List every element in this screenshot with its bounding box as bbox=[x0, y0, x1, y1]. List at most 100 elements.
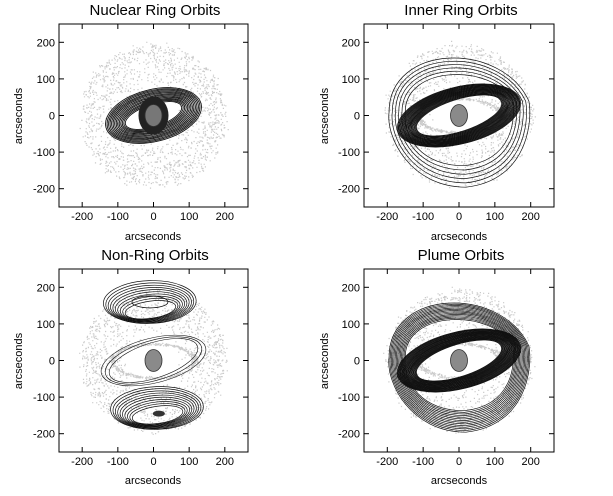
y-tick-label: 100 bbox=[342, 74, 360, 86]
orbit-path bbox=[109, 90, 198, 141]
orbit-path bbox=[398, 329, 520, 392]
x-tick-label: 100 bbox=[180, 456, 198, 468]
y-tick-label: 100 bbox=[37, 319, 55, 331]
orbit-path bbox=[412, 337, 506, 384]
nucleus-marker bbox=[450, 104, 468, 127]
orbit-path bbox=[409, 90, 509, 141]
panel-plume: Plume Orbits -200 -100 0 100 200 200 100 0 -100 -… bbox=[319, 247, 555, 487]
orbit-path bbox=[103, 280, 197, 324]
orbit-path bbox=[412, 337, 506, 384]
x-tick-label: 0 bbox=[150, 211, 156, 223]
x-tick-label: 200 bbox=[522, 456, 540, 468]
y-tick-label: 0 bbox=[354, 356, 360, 368]
orbit-path bbox=[411, 92, 507, 139]
orbit-path bbox=[401, 71, 518, 171]
orbit-path bbox=[114, 291, 185, 322]
orbit-path bbox=[406, 334, 512, 387]
y-tick-label: 0 bbox=[354, 111, 360, 123]
x-tick-label: 0 bbox=[456, 456, 462, 468]
orbit-path bbox=[112, 92, 195, 139]
y-axis-label: arcseconds bbox=[319, 332, 331, 389]
orbit-path bbox=[398, 312, 521, 420]
y-tick-label: 200 bbox=[37, 37, 55, 49]
x-tick-label: -200 bbox=[376, 456, 398, 468]
orbit-path bbox=[395, 310, 523, 423]
y-tick-label: 200 bbox=[342, 37, 360, 49]
orbit-path bbox=[112, 289, 188, 322]
orbit-path bbox=[100, 334, 207, 387]
x-tick-label: 100 bbox=[180, 211, 198, 223]
y-tick-label: 200 bbox=[342, 282, 360, 294]
y-tick-label: -200 bbox=[33, 184, 55, 196]
orbit-path bbox=[131, 405, 184, 425]
orbit-path bbox=[111, 91, 196, 140]
orbit-path bbox=[105, 282, 195, 324]
y-tick-label: -100 bbox=[33, 147, 55, 159]
orbit-path bbox=[114, 93, 193, 138]
y-axis-label: arcseconds bbox=[13, 332, 25, 389]
x-tick-label: 200 bbox=[216, 456, 234, 468]
orbit-path bbox=[404, 319, 514, 412]
y-tick-label: 200 bbox=[37, 282, 55, 294]
orbit-path bbox=[402, 86, 516, 145]
x-axis-label: arcseconds bbox=[125, 475, 182, 487]
orbit-path bbox=[402, 316, 517, 415]
orbit-path bbox=[405, 88, 513, 143]
orbit-lines bbox=[105, 87, 202, 144]
x-tick-label: 200 bbox=[216, 211, 234, 223]
y-tick-label: 0 bbox=[49, 111, 55, 123]
orbit-path bbox=[106, 88, 201, 143]
y-tick-label: 100 bbox=[342, 319, 360, 331]
orbit-path bbox=[119, 295, 181, 321]
x-axis-label: arcseconds bbox=[125, 231, 182, 243]
y-tick-label: -200 bbox=[338, 184, 360, 196]
orbit-path bbox=[396, 328, 522, 393]
orbit-path bbox=[412, 92, 506, 139]
orbit-path bbox=[105, 87, 202, 144]
orbit-path bbox=[117, 392, 197, 428]
orbit-path bbox=[107, 284, 192, 323]
orbit-path bbox=[413, 338, 505, 383]
orbit-path bbox=[416, 339, 502, 382]
orbit-path bbox=[397, 311, 522, 421]
x-tick-label: -100 bbox=[412, 211, 434, 223]
y-tick-label: 100 bbox=[37, 74, 55, 86]
x-tick-label: 200 bbox=[522, 211, 540, 223]
nucleus-marker bbox=[144, 349, 163, 372]
nucleus-marker bbox=[450, 349, 468, 372]
x-tick-label: 0 bbox=[456, 211, 462, 223]
orbit-lines bbox=[388, 302, 531, 433]
orbit-path bbox=[388, 57, 531, 188]
y-tick-label: -100 bbox=[33, 392, 55, 404]
x-axis-label: arcseconds bbox=[431, 475, 488, 487]
orbit-path bbox=[122, 396, 193, 427]
orbit-path bbox=[408, 90, 510, 141]
orbit-path bbox=[108, 89, 199, 142]
x-tick-label: 0 bbox=[150, 456, 156, 468]
orbit-path bbox=[399, 314, 519, 418]
orbit-path bbox=[104, 336, 203, 385]
orbit-path bbox=[414, 338, 504, 383]
panel-title: Non-Ring Orbits bbox=[101, 247, 209, 264]
nucleus-marker bbox=[144, 104, 163, 127]
orbit-path bbox=[415, 94, 503, 137]
x-tick-label: -100 bbox=[107, 456, 129, 468]
y-tick-label: 0 bbox=[49, 356, 55, 368]
orbit-path bbox=[403, 87, 515, 144]
x-tick-label: 100 bbox=[486, 211, 504, 223]
orbit-path bbox=[110, 386, 204, 430]
orbit-path bbox=[413, 93, 505, 138]
x-tick-label: -100 bbox=[412, 456, 434, 468]
x-tick-label: -200 bbox=[376, 211, 398, 223]
orbit-path bbox=[410, 336, 508, 385]
orbit-path bbox=[410, 91, 508, 140]
orbit-path bbox=[402, 332, 516, 389]
orbit-path bbox=[414, 338, 504, 383]
gas-cloud bbox=[79, 287, 228, 435]
orbit-path bbox=[112, 388, 202, 430]
panel-non-ring: Non-Ring Orbits -200 -100 0 100 200 200 100 0 -1… bbox=[13, 247, 249, 487]
orbit-path bbox=[119, 394, 195, 428]
orbit-path bbox=[398, 67, 521, 175]
panel-title: Plume Orbits bbox=[418, 247, 505, 264]
orbit-path bbox=[404, 332, 514, 389]
